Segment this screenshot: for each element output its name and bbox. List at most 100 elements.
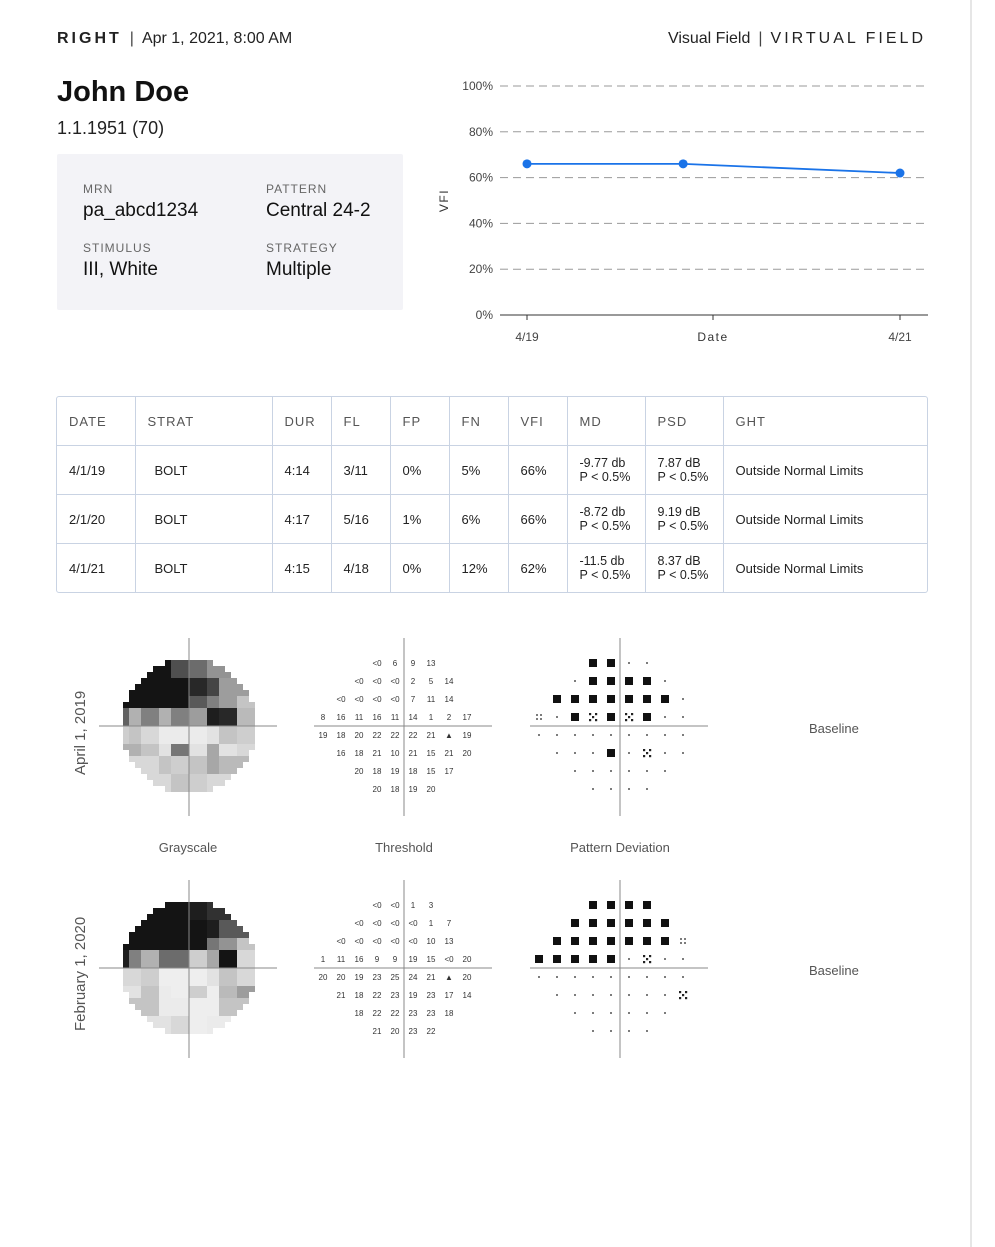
- grayscale-cell: [237, 962, 243, 968]
- grayscale-cell: [201, 1004, 207, 1010]
- grayscale-cell: [189, 962, 195, 968]
- grayscale-cell: [243, 980, 249, 986]
- deviation-symbol-severe: [625, 937, 633, 945]
- grayscale-cell: [219, 914, 225, 920]
- psd-value: 7.87 dB: [657, 456, 701, 470]
- grayscale-cell: [213, 750, 219, 756]
- grayscale-cell: [207, 726, 213, 732]
- stimulus-label: STIMULUS: [83, 241, 152, 255]
- grayscale-cell: [195, 666, 201, 672]
- deviation-symbol-severe: [625, 901, 633, 909]
- grayscale-cell: [129, 714, 135, 720]
- threshold-value: 1: [429, 919, 434, 928]
- grayscale-cell: [135, 950, 141, 956]
- grayscale-cell: [165, 726, 171, 732]
- grayscale-cell: [237, 696, 243, 702]
- grayscale-cell: [249, 720, 255, 726]
- grayscale-cell: [189, 774, 195, 780]
- grayscale-cell: [159, 768, 165, 774]
- vfi-series-line: [527, 162, 901, 174]
- grayscale-cell: [225, 998, 231, 1004]
- grayscale-cell: [189, 968, 195, 974]
- column-header: FN: [448, 397, 508, 446]
- grayscale-cell: [213, 926, 219, 932]
- grayscale-cell: [219, 726, 225, 732]
- baseline-label: Baseline: [809, 721, 859, 736]
- threshold-value: 21: [373, 1027, 382, 1036]
- grayscale-cell: [177, 992, 183, 998]
- column-header: VFI: [507, 397, 567, 446]
- deviation-symbol-normal: [664, 994, 666, 996]
- threshold-value: 23: [373, 973, 382, 982]
- vfi-data-point[interactable]: [522, 159, 532, 169]
- grayscale-cell: [225, 750, 231, 756]
- deviation-symbol-normal: [682, 958, 684, 960]
- grayscale-cell: [159, 738, 165, 744]
- grayscale-cell: [147, 696, 153, 702]
- grayscale-cell: [159, 708, 165, 714]
- grayscale-cell: [249, 714, 255, 720]
- grayscale-cell: [183, 992, 189, 998]
- table-row[interactable]: 4/1/19 BOLT 4:14 3/11 0% 5% 66% -9.77 db P < 0.5…: [57, 445, 927, 495]
- grayscale-cell: [207, 666, 213, 672]
- deviation-symbol-severe: [553, 937, 561, 945]
- table-row[interactable]: 4/1/21 BOLT 4:15 4/18 0% 12% 62% -11.5 db P < 0.…: [57, 543, 927, 592]
- grayscale-cell: [159, 1010, 165, 1016]
- deviation-symbol-severe: [553, 695, 561, 703]
- grayscale-cell: [237, 1004, 243, 1010]
- grayscale-cell: [189, 768, 195, 774]
- deviation-symbol-normal: [664, 716, 666, 718]
- brand-label: VIRTUAL FIELD: [770, 30, 926, 47]
- table-row[interactable]: 2/1/20 BOLT 4:17 5/16 1% 6% 66% -8.72 db P < 0.5…: [57, 494, 927, 544]
- grayscale-cell: [213, 762, 219, 768]
- grayscale-cell: [177, 702, 183, 708]
- threshold-value: <0: [408, 919, 418, 928]
- deviation-symbol-normal: [682, 734, 684, 736]
- grayscale-cell: [195, 720, 201, 726]
- grayscale-cell: [159, 926, 165, 932]
- deviation-symbol-normal: [682, 976, 684, 978]
- grayscale-cell: [123, 968, 129, 974]
- grayscale-cell: [147, 762, 153, 768]
- grayscale-cell: [195, 908, 201, 914]
- grayscale-cell: [231, 768, 237, 774]
- threshold-value: <0: [372, 919, 382, 928]
- grayscale-cell: [195, 1028, 201, 1034]
- grayscale-cell: [183, 974, 189, 980]
- grayscale-cell: [159, 914, 165, 920]
- grayscale-cell: [159, 968, 165, 974]
- grayscale-cell: [135, 1004, 141, 1010]
- grayscale-cell: [135, 714, 141, 720]
- threshold-value: 3: [429, 901, 434, 910]
- deviation-symbol-normal: [592, 788, 594, 790]
- grayscale-cell: [183, 932, 189, 938]
- grayscale-cell: [183, 690, 189, 696]
- grayscale-cell: [219, 932, 225, 938]
- grayscale-cell: [141, 998, 147, 1004]
- grayscale-cell: [159, 702, 165, 708]
- threshold-value: <0: [372, 695, 382, 704]
- grayscale-cell: [207, 684, 213, 690]
- grayscale-cell: [177, 962, 183, 968]
- vfi-data-point[interactable]: [678, 159, 688, 169]
- grayscale-cell: [171, 980, 177, 986]
- vfi-data-point[interactable]: [895, 168, 905, 178]
- threshold-value: <0: [390, 937, 400, 946]
- grayscale-cell: [231, 1004, 237, 1010]
- deviation-symbol-normal: [646, 770, 648, 772]
- grayscale-cell: [147, 1004, 153, 1010]
- deviation-symbol-severe: [643, 677, 651, 685]
- grayscale-cell: [213, 732, 219, 738]
- grayscale-cell: [225, 738, 231, 744]
- grayscale-cell: [165, 1022, 171, 1028]
- grayscale-cell: [207, 950, 213, 956]
- grayscale-cell: [165, 678, 171, 684]
- grayscale-cell: [153, 920, 159, 926]
- date-cell: 4/1/21: [57, 543, 135, 592]
- y-tick-label: 0%: [476, 308, 494, 322]
- deviation-symbol-normal: [556, 994, 558, 996]
- grayscale-cell: [177, 968, 183, 974]
- grayscale-cell: [177, 1022, 183, 1028]
- threshold-value: 17: [445, 767, 454, 776]
- eye-label: RIGHT: [57, 30, 122, 47]
